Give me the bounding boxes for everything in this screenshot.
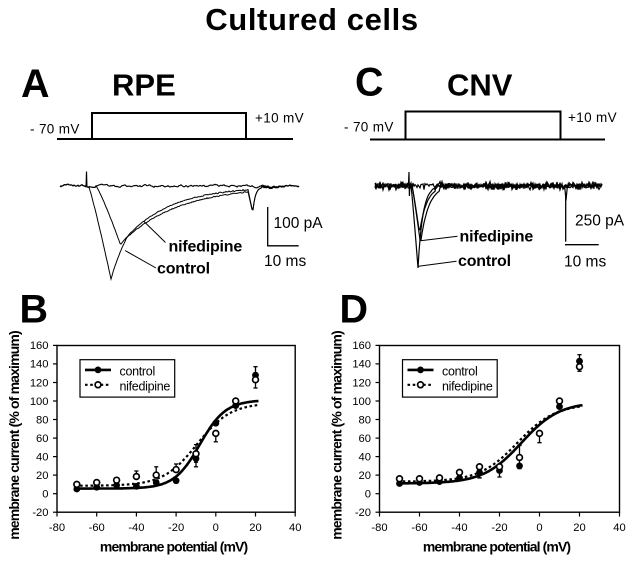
svg-text:120: 120 [30,377,49,389]
svg-text:-60: -60 [411,522,427,534]
svg-text:40: 40 [36,451,48,463]
svg-text:membrane potential (mV): membrane potential (mV) [100,539,248,555]
svg-text:C: C [355,61,384,105]
svg-text:membrane current (% of maximum: membrane current (% of maximum) [329,331,345,540]
svg-text:10 ms: 10 ms [264,253,306,270]
svg-text:+10 mV: +10 mV [255,111,304,126]
svg-text:control: control [458,253,511,270]
svg-text:control: control [157,261,210,278]
svg-text:100: 100 [352,396,371,408]
svg-text:nifedipine: nifedipine [442,379,493,393]
svg-text:nifedipine: nifedipine [169,239,243,256]
svg-text:B: B [20,288,49,332]
svg-text:80: 80 [359,414,371,426]
svg-text:250 pA: 250 pA [575,213,625,230]
svg-text:-20: -20 [355,507,371,519]
svg-text:RPE: RPE [112,68,176,103]
svg-text:Cultured cells: Cultured cells [205,2,418,37]
svg-text:-20: -20 [491,522,507,534]
svg-text:control: control [442,365,477,379]
svg-text:-20: -20 [168,522,184,534]
svg-text:160: 160 [30,340,49,352]
svg-text:80: 80 [36,414,48,426]
svg-text:120: 120 [352,377,371,389]
svg-text:160: 160 [352,340,371,352]
svg-text:nifedipine: nifedipine [460,229,534,246]
svg-text:-40: -40 [451,522,467,534]
svg-text:- 70 mV: - 70 mV [344,120,394,135]
svg-text:40: 40 [613,522,625,534]
svg-text:20: 20 [249,522,261,534]
svg-text:-40: -40 [128,522,144,534]
svg-text:- 70 mV: - 70 mV [30,122,80,137]
svg-text:0: 0 [536,522,542,534]
svg-text:10 ms: 10 ms [564,254,606,271]
svg-text:0: 0 [365,489,371,501]
svg-text:0: 0 [213,522,219,534]
svg-text:membrane potential (mV): membrane potential (mV) [423,539,571,555]
svg-text:A: A [21,62,50,106]
svg-text:-60: -60 [89,522,105,534]
svg-text:0: 0 [42,489,48,501]
svg-text:+10 mV: +10 mV [568,110,617,125]
svg-text:140: 140 [352,359,371,371]
svg-text:nifedipine: nifedipine [120,379,171,393]
svg-text:60: 60 [36,433,48,445]
svg-text:140: 140 [30,359,49,371]
svg-text:60: 60 [359,433,371,445]
svg-text:40: 40 [359,451,371,463]
svg-text:100 pA: 100 pA [274,215,324,232]
svg-text:-20: -20 [32,507,48,519]
svg-text:control: control [120,365,155,379]
svg-text:20: 20 [359,470,371,482]
svg-text:CNV: CNV [447,68,513,103]
svg-text:-80: -80 [371,522,387,534]
svg-text:D: D [340,288,369,332]
svg-text:membrane current (% of maximum: membrane current (% of maximum) [6,331,22,540]
svg-text:20: 20 [573,522,585,534]
svg-text:100: 100 [30,396,49,408]
svg-text:40: 40 [289,522,301,534]
svg-text:20: 20 [36,470,48,482]
svg-text:-80: -80 [49,522,65,534]
